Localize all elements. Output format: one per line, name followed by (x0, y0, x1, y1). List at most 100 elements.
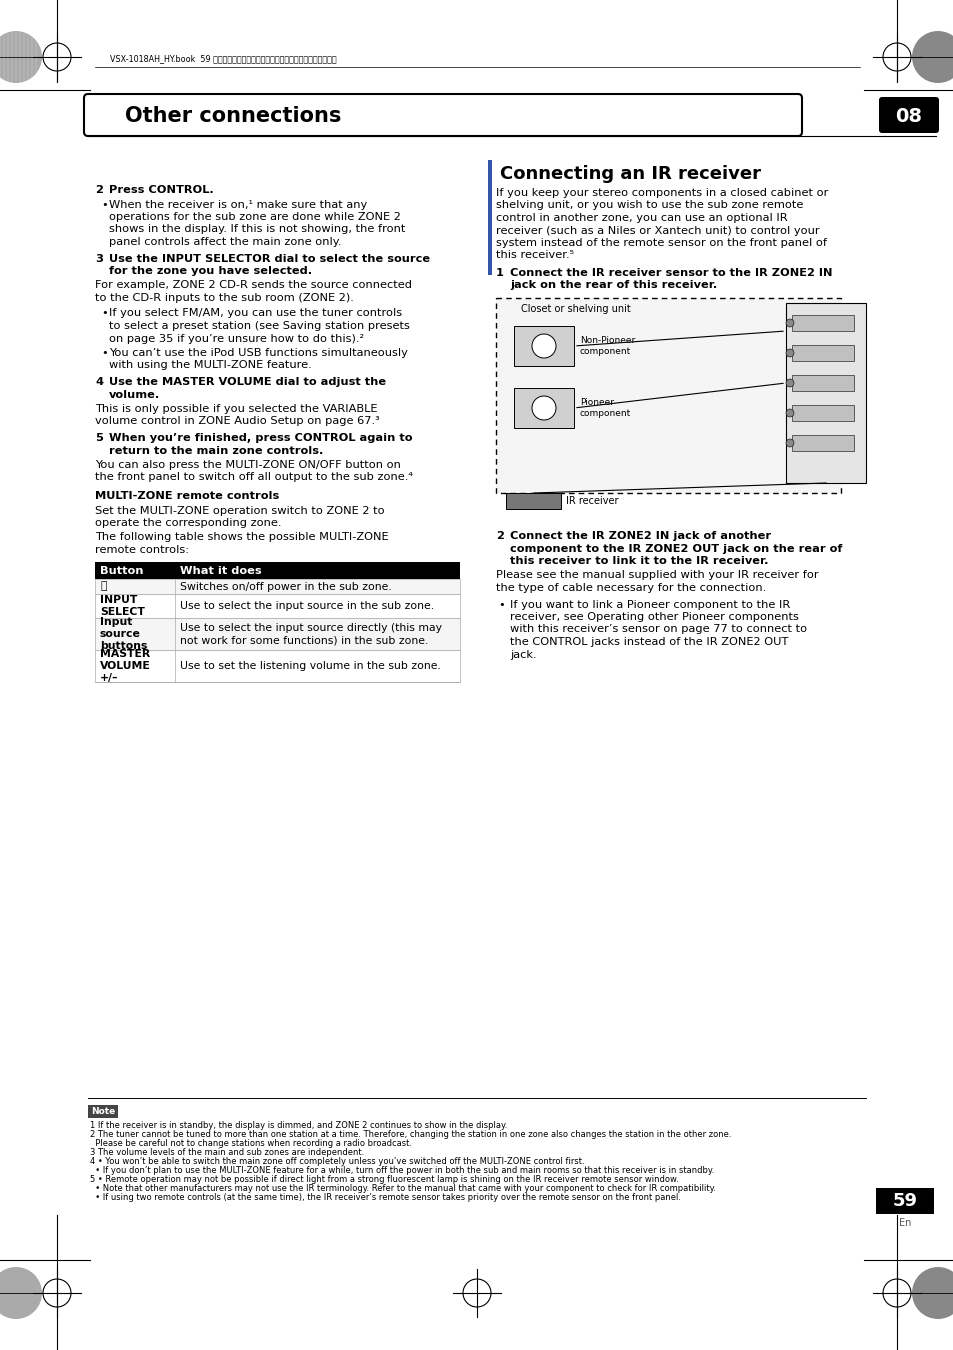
Text: 5 • Remote operation may not be possible if direct light from a strong fluoresce: 5 • Remote operation may not be possible… (90, 1174, 678, 1184)
Text: volume control in ZONE Audio Setup on page 67.³: volume control in ZONE Audio Setup on pa… (95, 417, 379, 427)
Text: Other connections: Other connections (125, 107, 341, 126)
Text: INPUT
SELECT: INPUT SELECT (100, 595, 145, 617)
Text: shelving unit, or you wish to use the sub zone remote: shelving unit, or you wish to use the su… (496, 201, 802, 211)
Text: 2: 2 (496, 531, 503, 541)
Circle shape (911, 1268, 953, 1319)
Text: the CONTROL jacks instead of the IR ZONE2 OUT: the CONTROL jacks instead of the IR ZONE… (510, 637, 787, 647)
Text: with using the MULTI-ZONE feature.: with using the MULTI-ZONE feature. (109, 360, 312, 370)
Circle shape (532, 396, 556, 420)
Text: The following table shows the possible MULTI-ZONE: The following table shows the possible M… (95, 532, 388, 543)
Bar (505, 493, 560, 509)
Bar (791, 405, 853, 421)
Text: Set the MULTI-ZONE operation switch to ZONE 2 to: Set the MULTI-ZONE operation switch to Z… (95, 505, 384, 516)
Text: Press CONTROL.: Press CONTROL. (109, 185, 213, 194)
Text: • If using two remote controls (at the same time), the IR receiver’s remote sens: • If using two remote controls (at the s… (90, 1193, 680, 1202)
Circle shape (0, 1268, 42, 1319)
Bar (791, 315, 853, 331)
Text: MASTER
VOLUME
+/–: MASTER VOLUME +/– (100, 648, 151, 683)
Text: •: • (497, 599, 504, 609)
Text: system instead of the remote sensor on the front panel of: system instead of the remote sensor on t… (496, 238, 826, 248)
Text: jack.: jack. (510, 649, 536, 660)
Text: VSX-1018AH_HY.book  59 ページ　２００８年４月１６日　水曜日　午後７時２５分: VSX-1018AH_HY.book 59 ページ ２００８年４月１６日 水曜日… (110, 54, 336, 63)
Text: Please see the manual supplied with your IR receiver for: Please see the manual supplied with your… (496, 571, 818, 580)
Text: Use the INPUT SELECTOR dial to select the source: Use the INPUT SELECTOR dial to select th… (109, 254, 430, 263)
Text: control in another zone, you can use an optional IR: control in another zone, you can use an … (496, 213, 787, 223)
Text: operate the corresponding zone.: operate the corresponding zone. (95, 518, 281, 528)
Text: with this receiver’s sensor on page 77 to connect to: with this receiver’s sensor on page 77 t… (510, 625, 806, 634)
Text: the front panel to switch off all output to the sub zone.⁴: the front panel to switch off all output… (95, 472, 413, 482)
Text: remote controls:: remote controls: (95, 545, 189, 555)
Circle shape (785, 350, 793, 356)
Text: volume.: volume. (109, 390, 160, 400)
Circle shape (785, 379, 793, 387)
Text: to select a preset station (see Saving station presets: to select a preset station (see Saving s… (109, 321, 410, 331)
FancyBboxPatch shape (84, 95, 801, 136)
Text: If you want to link a Pioneer component to the IR: If you want to link a Pioneer component … (510, 599, 789, 609)
Text: 5: 5 (95, 433, 103, 443)
Text: 08: 08 (895, 107, 922, 126)
Text: return to the main zone controls.: return to the main zone controls. (109, 446, 323, 455)
Text: Note: Note (91, 1107, 115, 1116)
Text: to the CD-R inputs to the sub room (ZONE 2).: to the CD-R inputs to the sub room (ZONE… (95, 293, 354, 302)
Text: Use to select the input source directly (this may
not work for some functions) i: Use to select the input source directly … (180, 622, 441, 645)
Text: This is only possible if you selected the VARIABLE: This is only possible if you selected th… (95, 404, 377, 414)
Bar (791, 346, 853, 360)
Text: If you keep your stereo components in a closed cabinet or: If you keep your stereo components in a … (496, 188, 827, 198)
Text: Pioneer
component: Pioneer component (579, 398, 631, 418)
Text: 59: 59 (892, 1192, 917, 1210)
Text: Input
source
buttons: Input source buttons (100, 617, 147, 652)
Text: Please be careful not to change stations when recording a radio broadcast.: Please be careful not to change stations… (90, 1139, 412, 1147)
Circle shape (785, 319, 793, 327)
Circle shape (785, 409, 793, 417)
Text: Non-Pioneer
component: Non-Pioneer component (579, 336, 635, 356)
Text: If you select FM/AM, you can use the tuner controls: If you select FM/AM, you can use the tun… (109, 309, 402, 319)
Text: this receiver to link it to the IR receiver.: this receiver to link it to the IR recei… (510, 556, 768, 566)
Text: this receiver.⁵: this receiver.⁵ (496, 251, 574, 261)
Text: Button: Button (100, 566, 143, 575)
Text: You can also press the MULTI-ZONE ON/OFF button on: You can also press the MULTI-ZONE ON/OFF… (95, 460, 400, 470)
Text: Connect the IR ZONE2 IN jack of another: Connect the IR ZONE2 IN jack of another (510, 531, 770, 541)
Text: on page 35 if you’re unsure how to do this).²: on page 35 if you’re unsure how to do th… (109, 333, 364, 343)
Text: IR receiver: IR receiver (565, 495, 618, 506)
Text: • Note that other manufacturers may not use the IR terminology. Refer to the man: • Note that other manufacturers may not … (90, 1184, 716, 1193)
Text: 2 The tuner cannot be tuned to more than one station at a time. Therefore, chang: 2 The tuner cannot be tuned to more than… (90, 1130, 731, 1139)
Bar (95, 562, 459, 579)
Text: For example, ZONE 2 CD-R sends the source connected: For example, ZONE 2 CD-R sends the sourc… (95, 281, 412, 290)
Text: shows in the display. If this is not showing, the front: shows in the display. If this is not sho… (109, 224, 405, 235)
Text: Use the MASTER VOLUME dial to adjust the: Use the MASTER VOLUME dial to adjust the (109, 377, 386, 387)
Text: Connecting an IR receiver: Connecting an IR receiver (499, 165, 760, 184)
Text: When you’re finished, press CONTROL again to: When you’re finished, press CONTROL agai… (109, 433, 412, 443)
Text: Use to select the input source in the sub zone.: Use to select the input source in the su… (180, 601, 434, 612)
Circle shape (911, 31, 953, 82)
Text: panel controls affect the main zone only.: panel controls affect the main zone only… (109, 238, 341, 247)
Text: 4 • You won’t be able to switch the main zone off completely unless you’ve switc: 4 • You won’t be able to switch the main… (90, 1157, 584, 1166)
Circle shape (532, 333, 556, 358)
Text: jack on the rear of this receiver.: jack on the rear of this receiver. (510, 281, 717, 290)
Bar (95, 649, 459, 682)
Text: • If you don’t plan to use the MULTI-ZONE feature for a while, turn off the powe: • If you don’t plan to use the MULTI-ZON… (90, 1166, 714, 1174)
Text: the type of cable necessary for the connection.: the type of cable necessary for the conn… (496, 583, 765, 593)
Text: •: • (101, 200, 108, 209)
Bar (514, 387, 574, 428)
Text: Use to set the listening volume in the sub zone.: Use to set the listening volume in the s… (180, 662, 440, 671)
Text: 1: 1 (496, 269, 503, 278)
Text: Closet or shelving unit: Closet or shelving unit (520, 304, 630, 315)
Text: ⏻: ⏻ (100, 582, 107, 591)
Bar (488, 161, 492, 275)
Text: When the receiver is on,¹ make sure that any: When the receiver is on,¹ make sure that… (109, 200, 367, 209)
Text: operations for the sub zone are done while ZONE 2: operations for the sub zone are done whi… (109, 212, 400, 221)
Text: En: En (898, 1218, 910, 1228)
Text: Connect the IR receiver sensor to the IR ZONE2 IN: Connect the IR receiver sensor to the IR… (510, 269, 832, 278)
Text: receiver, see Operating other Pioneer components: receiver, see Operating other Pioneer co… (510, 612, 798, 622)
Text: 1 If the receiver is in standby, the display is dimmed, and ZONE 2 continues to : 1 If the receiver is in standby, the dis… (90, 1120, 507, 1130)
Bar (496, 298, 841, 493)
Text: receiver (such as a Niles or Xantech unit) to control your: receiver (such as a Niles or Xantech uni… (496, 225, 819, 235)
Bar (785, 302, 865, 483)
Bar (791, 375, 853, 391)
Text: 2: 2 (95, 185, 103, 194)
Text: 3 The volume levels of the main and sub zones are independent.: 3 The volume levels of the main and sub … (90, 1148, 364, 1157)
Text: What it does: What it does (180, 566, 261, 575)
Text: 4: 4 (95, 377, 103, 387)
Text: component to the IR ZONE2 OUT jack on the rear of: component to the IR ZONE2 OUT jack on th… (510, 544, 841, 554)
Bar (95, 617, 459, 649)
